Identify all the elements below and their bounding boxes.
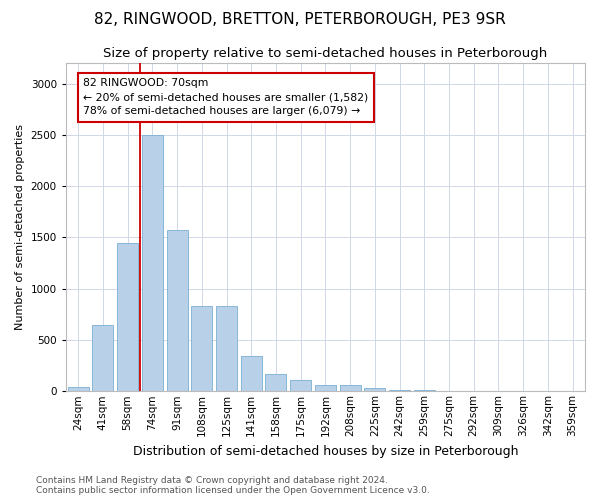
Bar — [290, 380, 311, 392]
Bar — [117, 242, 138, 392]
Text: Contains HM Land Registry data © Crown copyright and database right 2024.
Contai: Contains HM Land Registry data © Crown c… — [36, 476, 430, 495]
Y-axis label: Number of semi-detached properties: Number of semi-detached properties — [15, 124, 25, 330]
Bar — [216, 306, 237, 392]
X-axis label: Distribution of semi-detached houses by size in Peterborough: Distribution of semi-detached houses by … — [133, 444, 518, 458]
Bar — [142, 135, 163, 392]
Text: 82, RINGWOOD, BRETTON, PETERBOROUGH, PE3 9SR: 82, RINGWOOD, BRETTON, PETERBOROUGH, PE3… — [94, 12, 506, 28]
Bar — [389, 390, 410, 392]
Bar — [340, 385, 361, 392]
Bar — [414, 390, 435, 392]
Title: Size of property relative to semi-detached houses in Peterborough: Size of property relative to semi-detach… — [103, 48, 548, 60]
Bar — [364, 388, 385, 392]
Bar — [315, 385, 336, 392]
Bar — [92, 324, 113, 392]
Bar — [191, 306, 212, 392]
Bar — [68, 387, 89, 392]
Bar — [265, 374, 286, 392]
Bar — [241, 356, 262, 392]
Text: 82 RINGWOOD: 70sqm
← 20% of semi-detached houses are smaller (1,582)
78% of semi: 82 RINGWOOD: 70sqm ← 20% of semi-detache… — [83, 78, 368, 116]
Bar — [167, 230, 188, 392]
